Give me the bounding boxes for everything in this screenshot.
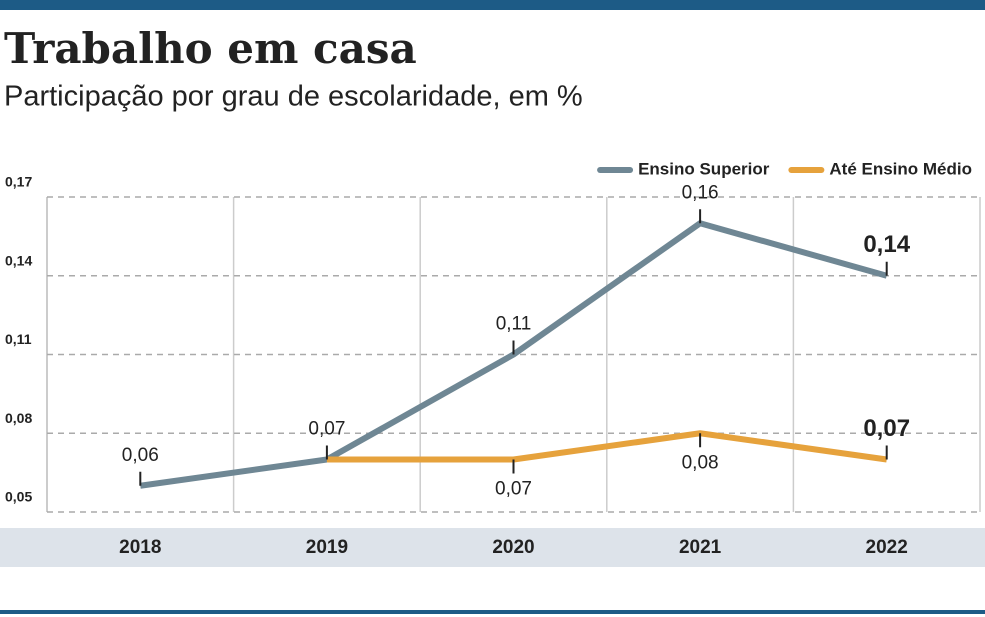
top-bar: [0, 0, 985, 10]
value-label: 0,07: [495, 479, 532, 500]
value-label: 0,08: [682, 452, 719, 473]
value-label: 0,11: [496, 314, 532, 335]
y-tick-label: 0,14: [5, 252, 32, 268]
y-tick-label: 0,17: [5, 174, 32, 190]
bottom-bar: [0, 610, 985, 614]
value-label: 0,16: [682, 182, 719, 203]
value-label: 0,07: [863, 415, 910, 442]
series-line: [326, 430, 888, 463]
legend-label: Ensino Superior: [638, 159, 770, 178]
value-label: 0,06: [122, 445, 159, 466]
x-tick-label: 2018: [119, 537, 161, 558]
x-tick-label: 2020: [492, 537, 534, 558]
chart-title: Trabalho em casa: [4, 24, 417, 73]
legend-label: Até Ensino Médio: [829, 159, 972, 178]
y-tick-label: 0,08: [5, 410, 32, 426]
value-label: 0,07: [308, 419, 345, 440]
category-band: [0, 528, 985, 567]
x-tick-label: 2021: [679, 537, 722, 558]
x-tick-label: 2022: [866, 537, 908, 558]
value-label: 0,14: [863, 231, 910, 258]
x-tick-label: 2019: [306, 537, 348, 558]
y-tick-label: 0,05: [5, 489, 32, 505]
y-tick-label: 0,11: [5, 331, 32, 347]
chart-subtitle: Participação por grau de escolaridade, e…: [4, 81, 583, 113]
